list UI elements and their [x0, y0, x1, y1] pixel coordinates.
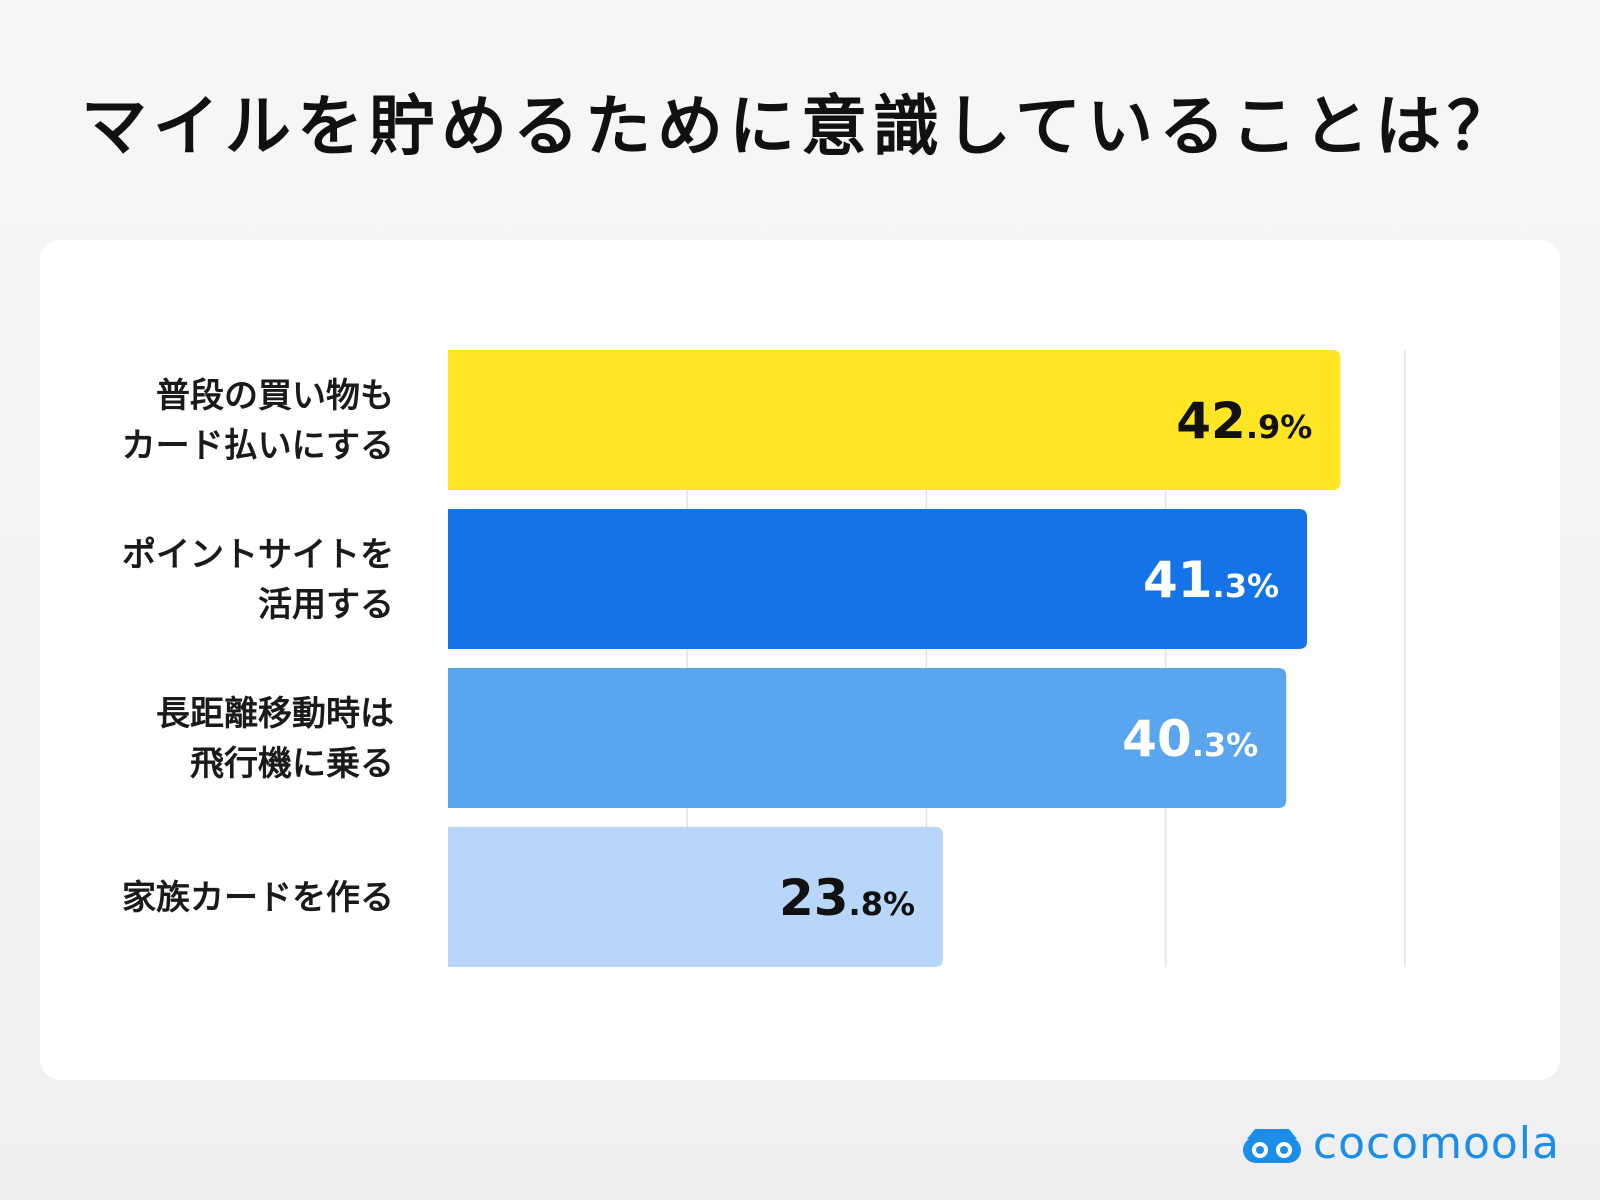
brand-logo: cocomoola [1241, 1116, 1560, 1172]
bar-value-label: 23.8% [779, 869, 915, 927]
bar-chart: 42.9%普段の買い物もカード払いにする41.3%ポイントサイトを活用する40.… [122, 350, 1406, 967]
value-integer: 40 [1122, 710, 1192, 768]
category-label: 普段の買い物も [156, 376, 394, 416]
bar-value-label: 40.3% [1122, 710, 1258, 768]
category-label: 飛行機に乗る [190, 744, 394, 784]
bar-value-label: 41.3% [1143, 551, 1279, 609]
value-integer: 41 [1143, 551, 1213, 609]
bar [448, 350, 1341, 490]
value-decimal: .3% [1192, 726, 1258, 764]
value-decimal: .8% [849, 885, 915, 923]
bar [448, 827, 944, 967]
category-label: 家族カードを作る [122, 878, 394, 918]
value-decimal: .9% [1246, 408, 1312, 446]
car-icon [1242, 1129, 1301, 1163]
chart-card: 42.9% 普段の買い物も カード払いにする 41.3% ポイントサイトを 活用する 40.… [40, 240, 1560, 1080]
value-decimal: .3% [1213, 567, 1279, 605]
value-integer: 42 [1176, 392, 1246, 450]
bar [448, 668, 1287, 808]
category-label: ポイントサイトを [122, 535, 394, 575]
page-title: マイルを貯めるために意識していることは？ [80, 88, 1520, 165]
value-integer: 23 [779, 869, 849, 927]
category-label: 長距離移動時は [156, 694, 394, 734]
bar-value-label: 42.9% [1176, 392, 1312, 450]
category-label: カード払いにする [122, 426, 394, 466]
brand-name: cocomoola [1312, 1118, 1560, 1169]
category-label: 活用する [258, 585, 394, 625]
bar [448, 509, 1308, 649]
